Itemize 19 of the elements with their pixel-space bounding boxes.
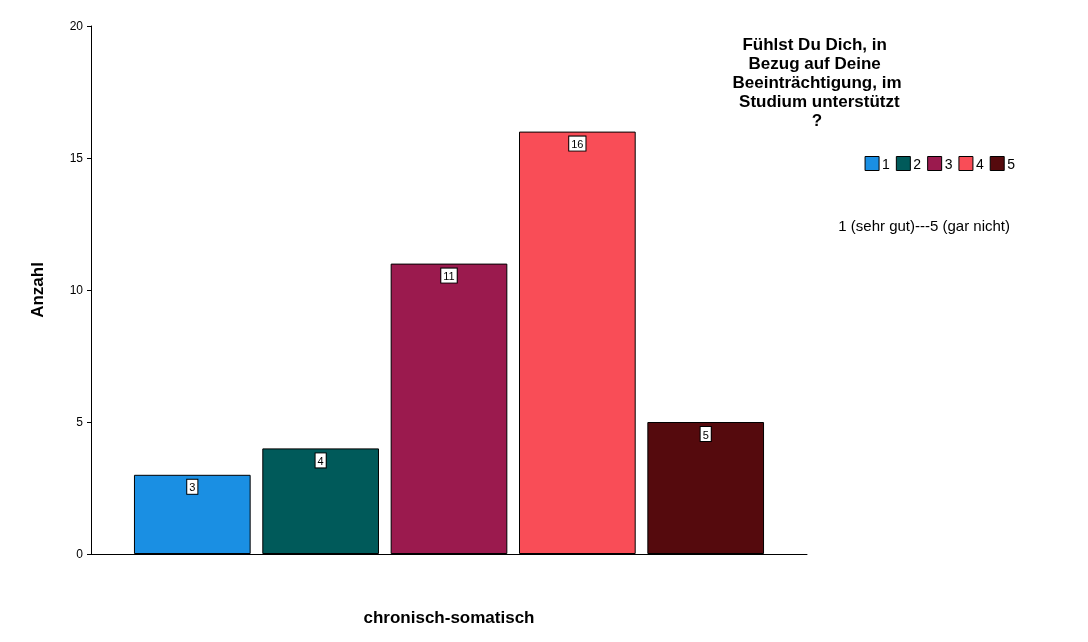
y-tick-label: 15 — [69, 151, 84, 165]
legend-label: 3 — [944, 155, 953, 172]
data-label: 11 — [443, 270, 455, 283]
data-label: 16 — [571, 138, 584, 151]
data-label: 3 — [189, 481, 196, 494]
legend-label: 1 — [882, 155, 891, 172]
legend-label: 2 — [913, 155, 922, 172]
y-tick-label: 20 — [69, 19, 84, 33]
legend-label: 5 — [1007, 155, 1016, 172]
y-axis-title: Anzahl — [28, 262, 47, 318]
text: 1 (sehr gut)---5 (gar nicht) — [838, 217, 1010, 234]
data-label: 5 — [702, 428, 709, 441]
y-tick-label: 10 — [69, 283, 84, 297]
data-label: 4 — [317, 454, 324, 467]
y-tick-label: 5 — [76, 415, 84, 429]
legend-label: 4 — [975, 155, 984, 172]
x-axis-title: chronisch-somatisch — [363, 608, 535, 627]
y-tick-label: 0 — [76, 547, 84, 561]
legend-title: Fühlst Du Dich, in Bezug auf Deine Beeinträchtigung, im Studium unterstützt? — [732, 35, 902, 130]
